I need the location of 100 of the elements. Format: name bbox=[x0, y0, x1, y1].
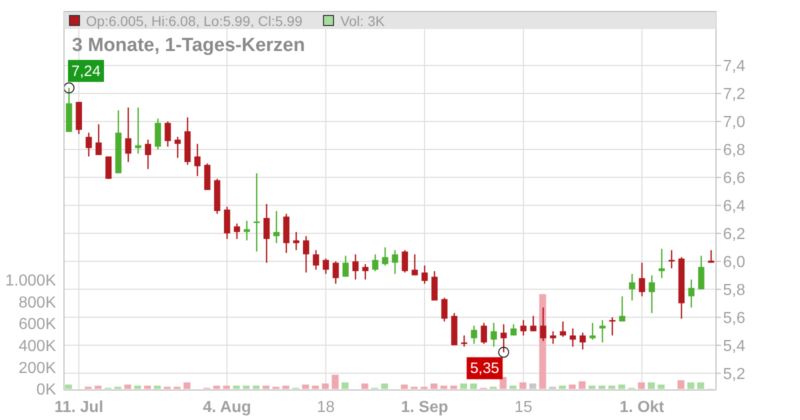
y-tick-label: 7,0 bbox=[723, 114, 746, 132]
bar bbox=[361, 383, 368, 389]
candlestick bbox=[431, 270, 438, 302]
y2-tick-label: 600K bbox=[18, 316, 56, 334]
bar bbox=[697, 382, 704, 389]
bar bbox=[618, 384, 626, 389]
candlestick bbox=[599, 319, 606, 344]
candlestick bbox=[154, 118, 162, 150]
bar bbox=[94, 386, 102, 389]
bar bbox=[302, 384, 310, 389]
x-tick-label: 1. Sep bbox=[401, 399, 448, 416]
candlestick bbox=[648, 274, 655, 314]
y-tick-label: 6,0 bbox=[723, 254, 746, 272]
candlestick bbox=[461, 334, 468, 348]
bar bbox=[124, 384, 132, 389]
bar bbox=[529, 383, 536, 389]
annotation: 7,24 bbox=[71, 62, 101, 80]
candlestick bbox=[362, 263, 368, 280]
bar bbox=[598, 386, 606, 389]
bar bbox=[184, 382, 190, 389]
candlestick bbox=[480, 322, 488, 344]
candlestick bbox=[96, 124, 102, 156]
candlestick bbox=[332, 260, 339, 284]
bar bbox=[500, 376, 507, 389]
x-tick-label: 15 bbox=[514, 399, 532, 416]
bar bbox=[677, 380, 684, 389]
legend-label: Vol: 3K bbox=[339, 12, 385, 28]
y2-tick-label: 0K bbox=[36, 382, 56, 399]
bar bbox=[332, 374, 339, 389]
candlestick bbox=[510, 324, 517, 336]
bar bbox=[134, 386, 142, 389]
candlestick bbox=[708, 250, 714, 264]
bar bbox=[232, 386, 240, 389]
candlestick bbox=[125, 106, 132, 163]
candlestick bbox=[589, 322, 596, 340]
candlestick bbox=[273, 210, 280, 244]
bar bbox=[687, 382, 694, 389]
y2-tick-label: 200K bbox=[18, 360, 56, 377]
bar bbox=[282, 386, 290, 389]
candlestick bbox=[234, 222, 240, 240]
bar bbox=[568, 384, 576, 389]
text: 3 Monate, 1-Tages-Kerzen bbox=[72, 35, 305, 57]
annotation: 5,35 bbox=[470, 360, 500, 378]
bar bbox=[322, 383, 329, 389]
candlestick bbox=[698, 255, 704, 290]
candlestick bbox=[382, 246, 388, 266]
bar bbox=[519, 382, 526, 389]
candlestick bbox=[412, 254, 418, 276]
legend-label: Op:6.005, Hi:6.08, Lo:5.99, Cl:5.99 bbox=[85, 12, 302, 28]
candlestick bbox=[628, 273, 636, 302]
candlestick bbox=[293, 231, 300, 251]
x-tick-label: 1. Okt bbox=[620, 399, 665, 416]
bar bbox=[440, 386, 448, 389]
candlestick bbox=[570, 328, 576, 348]
candlestick bbox=[342, 255, 349, 278]
candlestick bbox=[668, 250, 675, 269]
y-tick-label: 5,4 bbox=[723, 338, 746, 355]
candlestick bbox=[224, 206, 230, 240]
bar bbox=[242, 386, 250, 389]
bar bbox=[400, 384, 408, 389]
candlestick bbox=[580, 332, 586, 350]
candlestick bbox=[263, 203, 270, 264]
candlestick bbox=[174, 136, 181, 158]
bar bbox=[558, 386, 566, 389]
candlestick bbox=[312, 250, 320, 270]
candlestick bbox=[352, 254, 359, 280]
bar bbox=[510, 386, 516, 389]
bar bbox=[381, 383, 388, 389]
bar bbox=[223, 386, 230, 389]
candlestick bbox=[322, 258, 329, 275]
candlestick bbox=[422, 264, 428, 284]
bar bbox=[213, 386, 220, 389]
bar bbox=[65, 384, 72, 389]
candlestick bbox=[470, 325, 478, 344]
bar bbox=[578, 381, 586, 389]
candlestick bbox=[105, 156, 112, 180]
bar bbox=[144, 386, 151, 389]
candlestick bbox=[638, 262, 646, 297]
y2-tick-label: 800K bbox=[18, 294, 56, 312]
candlestick bbox=[441, 297, 448, 322]
candlestick bbox=[619, 296, 626, 322]
y-tick-label: 6,2 bbox=[723, 226, 746, 244]
candlestick bbox=[658, 248, 665, 279]
bar bbox=[262, 386, 270, 389]
candlestick bbox=[254, 172, 260, 252]
candlestick bbox=[86, 132, 92, 158]
candlestick bbox=[609, 316, 616, 336]
bar bbox=[470, 383, 477, 389]
bar bbox=[312, 386, 319, 389]
y-tick-label: 5,6 bbox=[723, 310, 746, 327]
y-tick-label: 6,4 bbox=[723, 198, 746, 216]
bar bbox=[608, 386, 616, 389]
candlestick bbox=[164, 120, 171, 148]
bar bbox=[460, 383, 468, 389]
candlestick bbox=[500, 324, 507, 353]
candlestick bbox=[194, 143, 201, 177]
candlestick bbox=[372, 254, 378, 272]
bar bbox=[638, 382, 645, 389]
y-tick-label: 5,8 bbox=[723, 282, 746, 299]
y-tick-label: 7,4 bbox=[723, 58, 746, 76]
